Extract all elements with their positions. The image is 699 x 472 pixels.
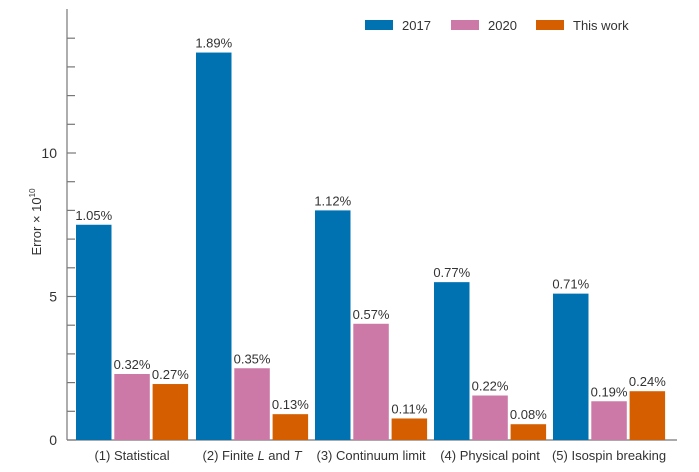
legend-label: 2020 xyxy=(488,18,517,33)
y-axis-label-superscript: 10 xyxy=(28,188,37,197)
data-label: 0.35% xyxy=(234,351,271,366)
bar-2017 xyxy=(76,224,112,440)
data-label: 0.71% xyxy=(552,277,589,292)
data-label: 1.12% xyxy=(314,193,351,208)
bar-2020 xyxy=(472,395,508,440)
data-label: 0.22% xyxy=(472,379,509,394)
legend-swatch xyxy=(536,20,564,30)
data-label: 0.77% xyxy=(433,265,470,280)
y-tick-label: 10 xyxy=(41,145,57,161)
legend: 2017 2020 This work xyxy=(365,18,629,33)
bar-2020 xyxy=(591,401,627,440)
legend-label: 2017 xyxy=(402,18,431,33)
x-category-label: (4) Physical point xyxy=(440,448,540,463)
data-label: 1.05% xyxy=(75,208,112,223)
bar-this-work xyxy=(272,414,309,440)
data-label: 1.89% xyxy=(195,36,232,51)
x-category-label: (3) Continuum limit xyxy=(317,448,426,463)
data-label: 0.08% xyxy=(510,407,547,422)
x-category-label: (2) Finite L and T xyxy=(203,448,303,463)
bar-2020 xyxy=(114,373,150,440)
y-axis-label-text: Error × 10 xyxy=(29,197,44,255)
x-category-label: (5) Isospin breaking xyxy=(552,448,666,463)
bar-2017 xyxy=(553,293,589,440)
legend-swatch xyxy=(451,20,479,30)
bar-2017 xyxy=(434,282,470,440)
bar-2017 xyxy=(196,52,232,441)
data-label: 0.24% xyxy=(629,374,666,389)
y-tick-label: 5 xyxy=(49,289,57,305)
data-labels: 1.05% 1.89% 1.12% 0.77% 0.71% 0.32% 0.35% 0.57%… xyxy=(75,36,666,423)
data-label: 0.57% xyxy=(353,307,390,322)
bar-2020 xyxy=(353,323,389,440)
data-label: 0.11% xyxy=(391,401,427,416)
data-label: 0.27% xyxy=(152,367,189,382)
y-tick-label: 0 xyxy=(49,432,57,448)
x-category-label: (1) Statistical xyxy=(94,448,169,463)
bar-this-work xyxy=(152,384,189,440)
bar-this-work xyxy=(510,424,547,440)
bar-this-work xyxy=(629,391,666,440)
legend-label: This work xyxy=(573,18,629,33)
data-label: 0.32% xyxy=(114,357,151,372)
bar-2020 xyxy=(234,368,270,440)
bar-2017 xyxy=(315,210,351,440)
data-label: 0.19% xyxy=(591,384,628,399)
y-axis-label: Error × 1010 xyxy=(28,188,44,256)
axes: 0 5 10 (1) Statistical (2) Finite L and T (3)… xyxy=(41,9,677,463)
bars xyxy=(76,52,666,441)
legend-swatch xyxy=(365,20,393,30)
data-label: 0.13% xyxy=(272,397,309,412)
bar-this-work xyxy=(391,418,428,440)
